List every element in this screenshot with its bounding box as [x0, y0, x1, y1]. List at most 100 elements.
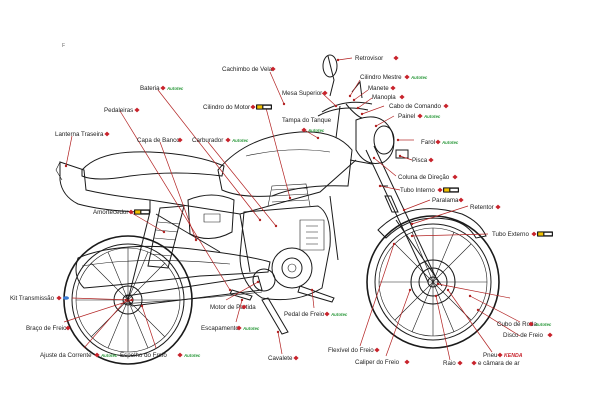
svg-text:Retentor: Retentor — [470, 204, 494, 211]
diamond-icon — [160, 85, 166, 91]
svg-text:Disco de Freio: Disco de Freio — [503, 332, 543, 339]
label-cubo-de-roda[interactable]: Cubo de Roda Autotec — [497, 321, 552, 328]
label-pneu[interactable]: Pneu KENDA e câmara de ar — [471, 352, 523, 367]
label-espelho-do-freio[interactable]: Espelho do Freio Autotec — [120, 352, 201, 359]
svg-text:Raio: Raio — [443, 360, 456, 367]
label-bateria[interactable]: Bateria Autotec — [140, 85, 184, 92]
front-fender — [377, 208, 487, 239]
diamond-icon — [452, 174, 458, 180]
svg-text:Cilindro do Motor: Cilindro do Motor — [203, 104, 250, 111]
svg-text:Autotec: Autotec — [410, 75, 428, 80]
svg-text:Autotec: Autotec — [423, 114, 441, 119]
svg-text:Autotec: Autotec — [307, 128, 325, 133]
label-retrovisor[interactable]: Retrovisor — [355, 55, 399, 62]
diamond-icon — [250, 104, 256, 110]
seat — [81, 151, 225, 180]
label-flexivel-do-freio[interactable]: Flexível do Freio — [328, 347, 380, 354]
svg-text:Paralama: Paralama — [432, 197, 459, 204]
diamond-icon — [404, 359, 410, 365]
brand-logo-icon — [537, 231, 553, 237]
diamond-icon — [471, 360, 477, 366]
front-wheel — [366, 215, 500, 349]
svg-text:Kit Transmissão: Kit Transmissão — [10, 295, 55, 302]
label-caliper-do-freio[interactable]: Caliper do Freio — [355, 359, 410, 366]
diamond-icon — [457, 360, 463, 366]
label-cilindro-mestre[interactable]: Cilindro Mestre Autotec — [360, 74, 428, 81]
svg-text:Lanterna Traseira: Lanterna Traseira — [55, 131, 104, 138]
label-pisca[interactable]: Pisca — [412, 157, 434, 164]
label-cavalete[interactable]: Cavalete — [268, 355, 299, 362]
label-coluna-de-direcao[interactable]: Coluna de Direção — [398, 174, 458, 181]
svg-text:Carburador: Carburador — [192, 137, 223, 144]
label-paralama[interactable]: Paralama — [432, 197, 464, 204]
diamond-icon — [417, 113, 423, 119]
rear-tail — [59, 161, 151, 213]
svg-text:Retrovisor: Retrovisor — [355, 55, 383, 62]
diamond-icon — [322, 90, 328, 96]
footpeg — [229, 289, 253, 301]
label-capa-de-banco[interactable]: Capa de Banco — [137, 137, 183, 144]
svg-text:Manete: Manete — [368, 85, 389, 92]
label-pedal-de-freio[interactable]: Pedal de Freio Autotec — [284, 311, 348, 318]
svg-text:Autotec: Autotec — [100, 353, 118, 358]
label-painel[interactable]: Painel Autotec — [398, 113, 441, 120]
label-escapamento[interactable]: Escapamento Autotec — [201, 325, 260, 332]
diamond-icon — [435, 139, 441, 145]
diamond-icon — [399, 94, 405, 100]
svg-text:Motor de Partida: Motor de Partida — [210, 304, 256, 311]
label-cabo-de-comando[interactable]: Cabo de Comando — [389, 103, 449, 110]
kickstand — [261, 297, 289, 335]
svg-text:Espelho do Freio: Espelho do Freio — [120, 352, 167, 359]
label-carburador[interactable]: Carburador Autotec — [192, 137, 249, 144]
label-disco-de-freio[interactable]: Disco de Freio — [503, 332, 553, 339]
corner-mark: F — [62, 43, 65, 49]
svg-text:Braço de Freio: Braço de Freio — [26, 325, 67, 332]
label-farol[interactable]: Farol Autotec — [421, 139, 459, 146]
label-mesa-superior[interactable]: Mesa Superior — [282, 90, 328, 97]
label-ajuste-da-corrente[interactable]: Ajuste da Corrente Autotec — [40, 352, 118, 359]
label-cachimbo-de-vela[interactable]: Cachimbo de Vela — [222, 66, 276, 73]
brake-pedal — [297, 285, 335, 303]
svg-text:Escapamento: Escapamento — [201, 325, 239, 332]
label-manete[interactable]: Manete — [368, 85, 396, 92]
diamond-icon — [324, 311, 330, 317]
label-motor-de-partida[interactable]: Motor de Partida — [210, 304, 256, 311]
svg-text:Autotec: Autotec — [231, 138, 249, 143]
svg-text:Manopla: Manopla — [372, 94, 396, 101]
label-tubo-externo[interactable]: Tubo Externo — [492, 231, 553, 238]
svg-text:Pedaleiras: Pedaleiras — [104, 107, 133, 114]
svg-text:KENDA: KENDA — [504, 353, 523, 359]
label-retentor[interactable]: Retentor — [470, 204, 501, 211]
svg-text:Farol: Farol — [421, 139, 435, 146]
label-manopla[interactable]: Manopla — [372, 94, 405, 101]
label-tampa-do-tanque[interactable]: Tampa do Tanque Autotec — [282, 117, 332, 133]
label-amortecedor[interactable]: Amortecedor — [93, 209, 150, 216]
diamond-icon — [56, 295, 62, 301]
label-lanterna-traseira[interactable]: Lanterna Traseira — [55, 131, 110, 138]
label-pedaleiras[interactable]: Pedaleiras — [104, 107, 140, 114]
label-braco-de-freio[interactable]: Braço de Freio — [26, 325, 71, 332]
label-kit-transmissao[interactable]: Kit Transmissão — [10, 295, 69, 302]
svg-text:Ajuste da Corrente: Ajuste da Corrente — [40, 352, 92, 359]
label-raio[interactable]: Raio — [443, 360, 463, 367]
engine — [239, 183, 331, 301]
label-tubo-interno[interactable]: Tubo Interno — [400, 187, 459, 194]
diamond-icon — [497, 352, 503, 358]
svg-text:Tampa do Tanque: Tampa do Tanque — [282, 117, 332, 124]
diamond-icon — [293, 355, 299, 361]
diamond-icon — [547, 332, 553, 338]
svg-text:Mesa Superior: Mesa Superior — [282, 90, 322, 97]
svg-text:Cilindro Mestre: Cilindro Mestre — [360, 74, 402, 81]
svg-text:Autotec: Autotec — [534, 322, 552, 327]
svg-text:Cabo de Comando: Cabo de Comando — [389, 103, 441, 110]
svg-text:Autotec: Autotec — [183, 353, 201, 358]
svg-text:Tubo Externo: Tubo Externo — [492, 231, 529, 238]
label-cilindro-do-motor[interactable]: Cilindro do Motor — [203, 104, 272, 111]
headlight-assembly — [349, 116, 409, 165]
svg-text:Coluna de Direção: Coluna de Direção — [398, 174, 450, 181]
fuel-tank — [217, 131, 353, 197]
brand-logo-icon — [63, 296, 69, 300]
svg-text:Caliper do Freio: Caliper do Freio — [355, 359, 400, 366]
diamond-icon — [104, 131, 110, 137]
svg-text:Cubo de Roda: Cubo de Roda — [497, 321, 537, 328]
